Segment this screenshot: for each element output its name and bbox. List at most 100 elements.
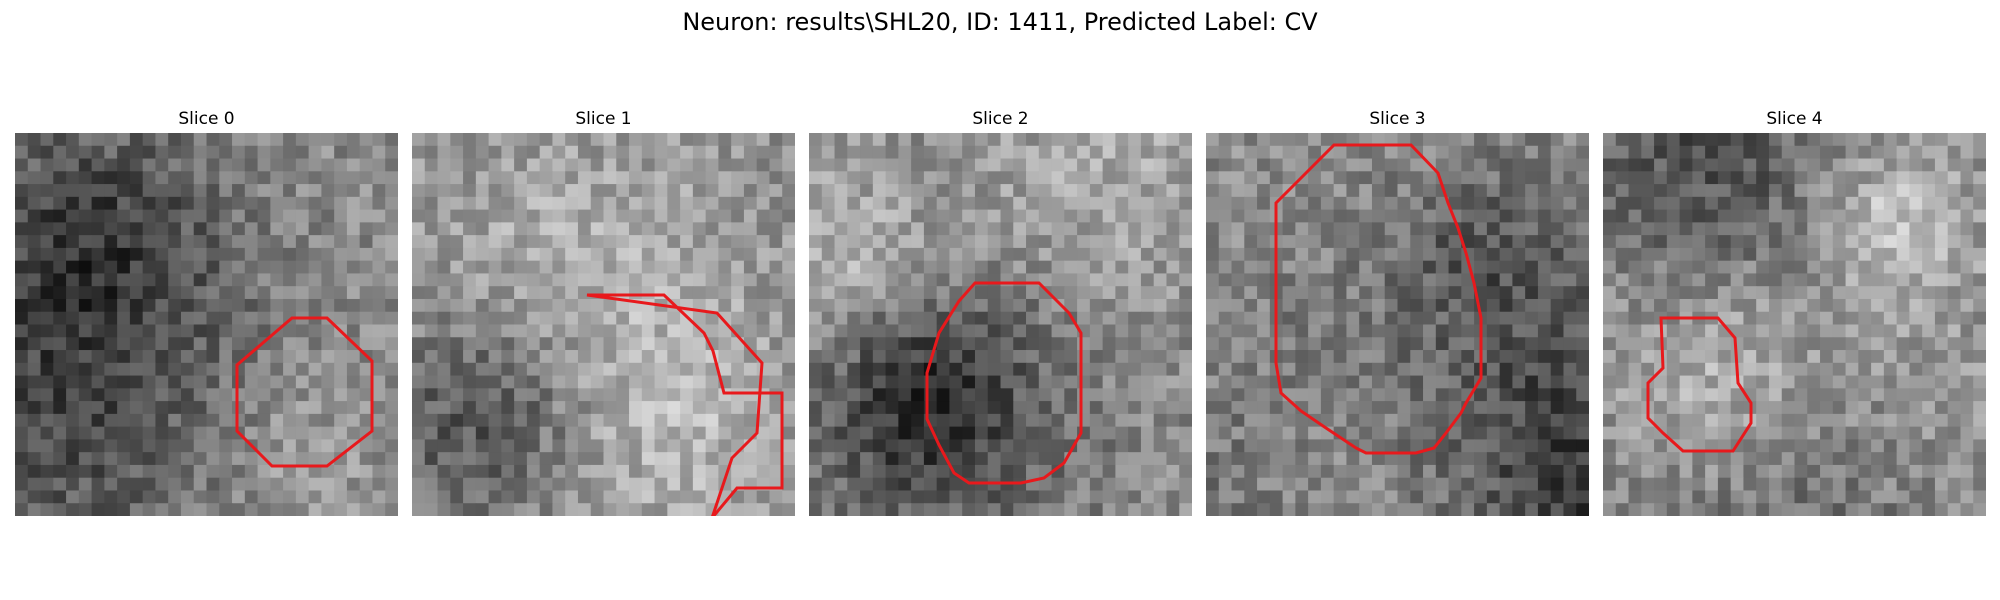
pixel-cell (1115, 158, 1129, 172)
pixel-cell (680, 273, 694, 287)
pixel-cell (1871, 490, 1885, 504)
pixel-cell (782, 439, 795, 453)
pixel-cell (962, 286, 976, 300)
pixel-cell (692, 158, 707, 172)
pixel-cell (1768, 298, 1783, 313)
pixel-cell (987, 184, 1001, 198)
pixel-cell (1435, 426, 1450, 440)
pixel-cell (1883, 413, 1898, 428)
pixel-cell (821, 273, 836, 287)
pixel-cell (1384, 401, 1398, 415)
pixel-cell (1346, 222, 1360, 236)
pixel-cell (1026, 158, 1040, 172)
pixel-cell (1807, 375, 1821, 389)
pixel-cell (756, 286, 770, 300)
pixel-cell (590, 350, 604, 364)
pixel-cell (91, 260, 105, 274)
pixel-cell (629, 337, 643, 351)
pixel-cell (1423, 401, 1437, 415)
pixel-cell (1000, 158, 1014, 172)
pixel-cell (385, 464, 398, 479)
pixel-cell (847, 273, 861, 287)
pixel-cell (283, 196, 297, 211)
pixel-cell (809, 324, 823, 338)
pixel-cell (911, 222, 925, 236)
pixel-cell (705, 273, 719, 287)
pixel-cell (987, 464, 1001, 479)
pixel-cell (860, 196, 874, 211)
pixel-cell (1397, 196, 1411, 211)
pixel-cell (1896, 145, 1910, 160)
pixel-cell (1102, 209, 1116, 223)
pixel-cell (117, 158, 131, 172)
pixel-cell (756, 260, 770, 274)
pixel-cell (1947, 503, 1961, 516)
pixel-cell (53, 388, 67, 402)
pixel-cell (1973, 490, 1986, 504)
pixel-cell (565, 337, 579, 351)
pixel-cell (53, 298, 67, 313)
pixel-cell (78, 375, 93, 389)
pixel-cell (847, 196, 861, 211)
pixel-cell (475, 388, 490, 402)
pixel-cell (129, 209, 144, 223)
pixel-cell (974, 209, 989, 223)
pixel-cell (654, 490, 668, 504)
pixel-cell (1077, 337, 1091, 351)
pixel-cell (129, 401, 144, 415)
pixel-cell (834, 196, 848, 211)
pixel-cell (1679, 133, 1693, 147)
pixel-cell (53, 184, 67, 198)
pixel-cell (1743, 171, 1757, 185)
pixel-cell (1359, 311, 1373, 325)
pixel-cell (654, 375, 668, 389)
pixel-cell (616, 196, 630, 211)
pixel-cell (1346, 350, 1360, 364)
pixel-cell (1206, 503, 1220, 516)
pixel-cell (1679, 413, 1693, 428)
pixel-cell (821, 222, 836, 236)
pixel-cell (1179, 503, 1192, 516)
pixel-cell (898, 324, 912, 338)
pixel-cell (577, 273, 592, 287)
pixel-cell (1026, 503, 1040, 516)
pixel-cell (1615, 337, 1630, 351)
pixel-cell (667, 503, 681, 516)
pixel-cell (1257, 184, 1271, 198)
pixel-cell (962, 426, 976, 440)
pixel-cell (424, 145, 439, 160)
pixel-cell (40, 311, 54, 325)
pixel-cell (155, 350, 169, 364)
pixel-cell (1397, 362, 1411, 377)
pixel-cell (1013, 362, 1027, 377)
pixel-cell (782, 235, 795, 249)
pixel-cell (1845, 273, 1859, 287)
pixel-cell (667, 158, 681, 172)
pixel-cell (667, 477, 681, 491)
pixel-cell (834, 337, 848, 351)
pixel-cell (1512, 286, 1526, 300)
pixel-cell (667, 184, 681, 198)
pixel-cell (1909, 145, 1923, 160)
pixel-cell (1858, 388, 1872, 402)
pixel-cell (552, 362, 566, 377)
pixel-cell (104, 209, 118, 223)
pixel-cell (1550, 171, 1564, 185)
pixel-cell (1064, 209, 1078, 223)
pixel-cell (629, 133, 643, 147)
pixel-cell (1179, 133, 1192, 147)
pixel-cell (1153, 464, 1167, 479)
pixel-cell (539, 145, 553, 160)
pixel-cell (437, 324, 451, 338)
pixel-cell (654, 235, 668, 249)
pixel-cell (1679, 490, 1693, 504)
pixel-cell (1743, 235, 1757, 249)
pixel-cell (782, 145, 795, 160)
pixel-cell (860, 388, 874, 402)
pixel-cell (1166, 413, 1180, 428)
pixel-cell (1218, 184, 1233, 198)
pixel-cell (1576, 247, 1589, 262)
pixel-cell (1474, 426, 1488, 440)
pixel-cell (526, 158, 541, 172)
pixel-cell (308, 145, 322, 160)
